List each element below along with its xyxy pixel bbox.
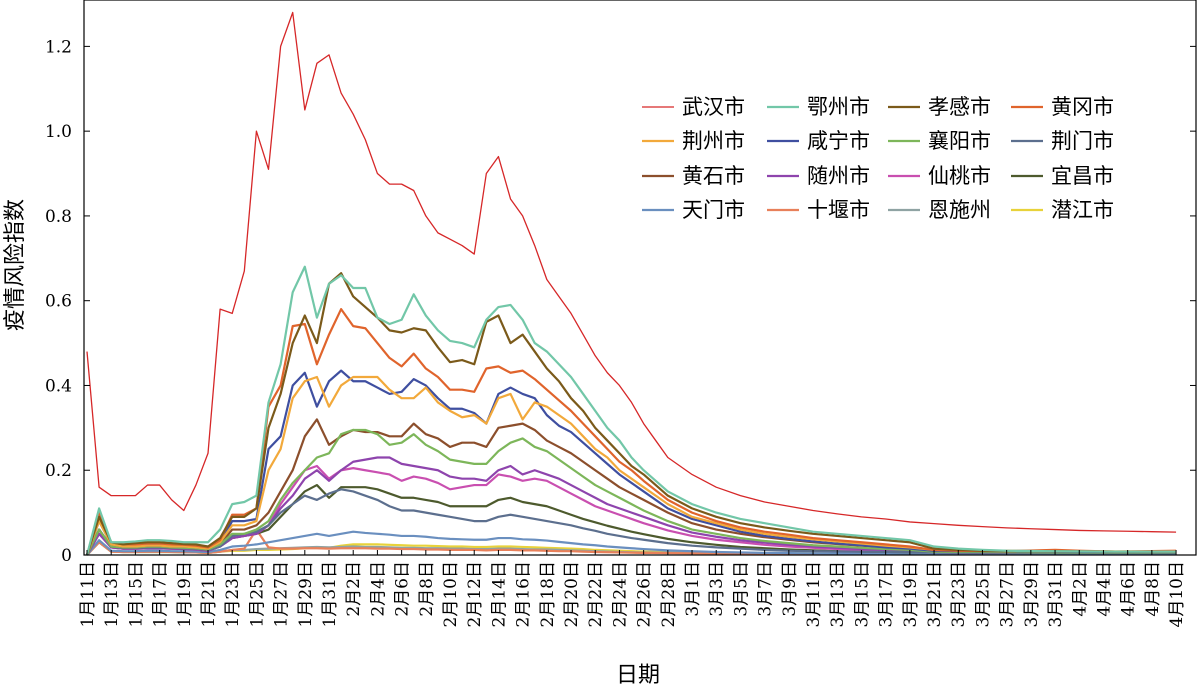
x-tick-label: 3月15日 xyxy=(852,561,872,627)
x-tick-label: 2月12日 xyxy=(465,561,485,627)
axes-layer xyxy=(83,0,1197,556)
x-tick-label: 1月21日 xyxy=(199,561,219,627)
x-tick-label: 2月28日 xyxy=(659,561,679,627)
x-tick-label: 3月1日 xyxy=(683,561,703,617)
x-tick-label: 3月25日 xyxy=(973,561,993,627)
x-tick-label: 3月29日 xyxy=(1022,561,1042,627)
x-tick-label: 1月29日 xyxy=(296,561,316,627)
x-tick-label: 1月23日 xyxy=(223,561,243,627)
x-tick-label: 4月4日 xyxy=(1094,561,1114,617)
legend-label: 襄阳市 xyxy=(928,129,991,153)
legend-label: 随州市 xyxy=(807,164,870,188)
legend-label: 黄石市 xyxy=(682,164,745,188)
x-tick-label: 3月27日 xyxy=(998,561,1018,627)
x-tick-label: 2月24日 xyxy=(610,561,630,627)
x-tick-label: 2月8日 xyxy=(417,561,437,617)
legend-label: 武汉市 xyxy=(682,95,745,119)
legend-label: 潜江市 xyxy=(1051,198,1114,222)
series-line xyxy=(86,530,1177,556)
legend-label: 恩施州 xyxy=(928,198,991,222)
x-tick-label: 1月31日 xyxy=(320,561,340,627)
x-tick-label: 2月4日 xyxy=(368,561,388,617)
x-tick-label: 3月11日 xyxy=(804,561,824,627)
plot-frame xyxy=(83,0,1197,556)
x-tick-label: 1月25日 xyxy=(247,561,267,627)
y-tick-label: 1.0 xyxy=(45,122,72,142)
x-tick-label: 1月15日 xyxy=(126,561,146,627)
y-tick-label: 0.6 xyxy=(45,292,72,312)
x-tick-label: 4月8日 xyxy=(1143,561,1163,617)
x-tick-label: 1月27日 xyxy=(272,561,292,627)
x-tick-label: 4月10日 xyxy=(1167,561,1187,627)
x-tick-label: 3月9日 xyxy=(780,561,800,617)
x-tick-label: 1月19日 xyxy=(175,561,195,627)
y-tick-label: 0.2 xyxy=(45,461,72,481)
legend-label: 天门市 xyxy=(682,198,745,222)
x-tick-label: 3月23日 xyxy=(949,561,969,627)
x-tick-label: 4月2日 xyxy=(1070,561,1090,617)
y-tick-label: 0.8 xyxy=(45,207,72,227)
x-tick-label: 3月17日 xyxy=(877,561,897,627)
x-tick-label: 3月7日 xyxy=(756,561,776,617)
legend-label: 鄂州市 xyxy=(807,95,870,119)
x-tick-label: 3月31日 xyxy=(1046,561,1066,627)
y-tick-label: 0 xyxy=(61,546,72,566)
x-tick-label: 2月2日 xyxy=(344,561,364,617)
y-axis-title: 疫情风险指数 xyxy=(3,199,28,331)
x-tick-label: 3月13日 xyxy=(828,561,848,627)
legend-label: 十堰市 xyxy=(807,198,870,222)
legend-label: 仙桃市 xyxy=(928,164,991,188)
legend-label: 荆州市 xyxy=(682,129,745,153)
x-tick-label: 2月26日 xyxy=(635,561,655,627)
legend-label: 宜昌市 xyxy=(1051,164,1114,188)
x-tick-label: 3月21日 xyxy=(925,561,945,627)
y-tick-label: 0.4 xyxy=(45,376,72,396)
x-tick-label: 3月19日 xyxy=(901,561,921,627)
x-tick-label: 1月11日 xyxy=(78,561,98,627)
x-tick-label: 2月22日 xyxy=(586,561,606,627)
legend-label: 黄冈市 xyxy=(1051,95,1114,119)
x-tick-label: 2月18日 xyxy=(538,561,558,627)
series-line xyxy=(85,272,1177,556)
x-tick-label: 1月17日 xyxy=(151,561,171,627)
x-axis-title: 日期 xyxy=(616,663,660,688)
legend-label: 咸宁市 xyxy=(807,129,870,153)
legend-label: 荆门市 xyxy=(1051,129,1114,153)
series-line xyxy=(85,265,1177,556)
x-tick-label: 3月3日 xyxy=(707,561,727,617)
x-tick-label: 2月16日 xyxy=(514,561,534,627)
y-tick-label: 1.2 xyxy=(45,37,72,57)
series-line xyxy=(85,308,1177,556)
legend-label: 孝感市 xyxy=(928,95,991,119)
series-line xyxy=(85,375,1177,556)
series-layer xyxy=(85,11,1177,556)
x-tick-label: 3月5日 xyxy=(731,561,751,617)
series-line xyxy=(86,11,1177,533)
x-tick-label: 2月6日 xyxy=(393,561,413,617)
x-tick-label: 2月14日 xyxy=(489,561,509,627)
x-tick-label: 1月13日 xyxy=(102,561,122,627)
x-axis-ticks: 1月11日 1月13日 1月15日 1月17日 1月19日 1月21日 1月23日 1月25日… xyxy=(78,550,1187,627)
x-tick-label: 2月20日 xyxy=(562,561,582,627)
x-tick-label: 2月10日 xyxy=(441,561,461,627)
x-tick-label: 4月6日 xyxy=(1119,561,1139,617)
y-axis-ticks: 0 0.2 0.4 0.6 0.8 1.0 1.2 xyxy=(45,37,1196,566)
